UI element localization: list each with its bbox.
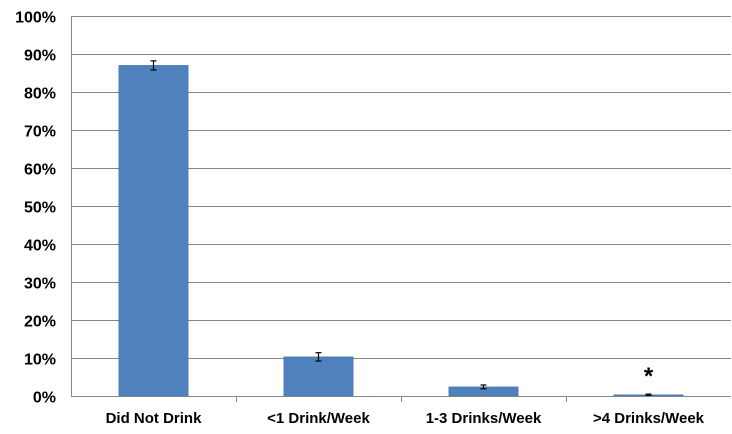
y-tick-labels: 0% 10% 20% 30% 40% 50% 60% 70% 80% 90% 100% xyxy=(15,10,56,407)
error-bars xyxy=(150,60,652,397)
x-category-label: <1 Drink/Week xyxy=(267,410,370,427)
x-category-label: >4 Drinks/Week xyxy=(593,410,705,427)
x-category-label: Did Not Drink xyxy=(106,410,202,427)
y-tick-label: 80% xyxy=(24,86,56,103)
y-tick-label: 20% xyxy=(24,314,56,331)
y-tick-label: 90% xyxy=(24,48,56,65)
y-tick-label: 0% xyxy=(33,390,56,407)
axes xyxy=(71,16,731,402)
bar xyxy=(283,356,354,397)
y-tick-label: 70% xyxy=(24,124,56,141)
x-category-labels: Did Not Drink <1 Drink/Week 1-3 Drinks/Wee… xyxy=(106,410,705,427)
x-category-label: 1-3 Drinks/Week xyxy=(426,410,542,427)
y-tick-label: 30% xyxy=(24,276,56,293)
bar xyxy=(118,65,189,397)
y-tick-label: 100% xyxy=(15,10,56,27)
y-tick-label: 10% xyxy=(24,352,56,369)
significance-marker: * xyxy=(644,363,654,390)
y-tick-label: 40% xyxy=(24,238,56,255)
y-tick-label: 50% xyxy=(24,200,56,217)
y-tick-label: 60% xyxy=(24,162,56,179)
annotations: * xyxy=(644,363,654,390)
bars xyxy=(118,65,684,397)
